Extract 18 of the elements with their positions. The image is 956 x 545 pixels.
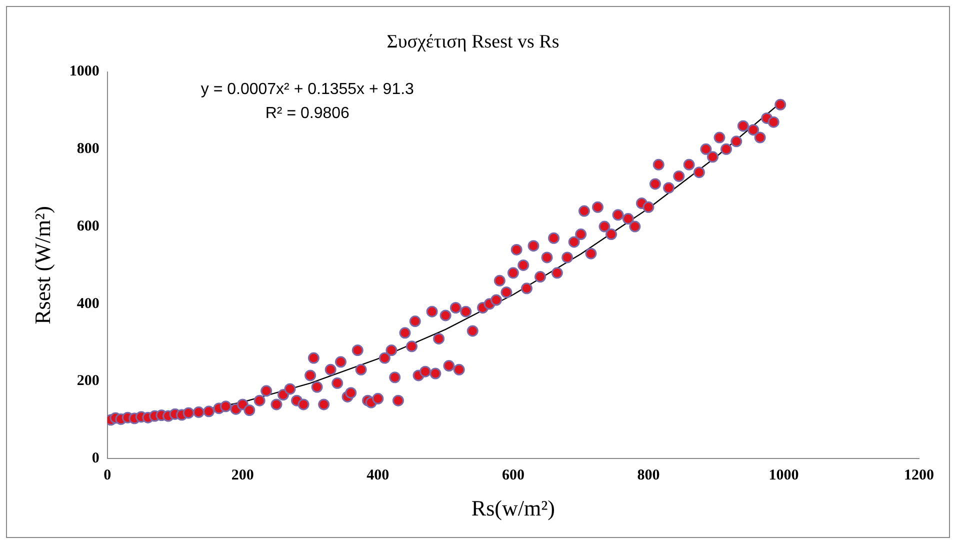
x-axis-title: Rs(w/m²) — [471, 496, 556, 521]
x-tick-label: 600 — [502, 467, 524, 484]
x-tick-label: 1000 — [768, 467, 799, 484]
x-tick-label: 200 — [231, 467, 254, 484]
y-tick-label: 800 — [76, 141, 100, 158]
y-tick-label: 400 — [76, 296, 100, 312]
y-tick-label: 1000 — [69, 64, 100, 80]
x-tick-label: 0 — [104, 467, 112, 484]
y-axis-title: Rsest (W/m²) — [30, 206, 55, 324]
y-tick-label: 200 — [76, 373, 100, 390]
x-tick-label: 800 — [637, 467, 660, 484]
annotation: R² = 0.9806 — [265, 105, 350, 122]
chart-title: Συσχέτιση Rsest vs Rs — [386, 31, 560, 52]
annotation: y = 0.0007x² + 0.1355x + 91.3 — [200, 81, 414, 98]
x-tick-label: 1200 — [904, 467, 934, 484]
x-tick-label: 400 — [366, 467, 390, 484]
y-tick-label: 600 — [76, 218, 100, 234]
y-tick-label: 0 — [92, 450, 100, 466]
